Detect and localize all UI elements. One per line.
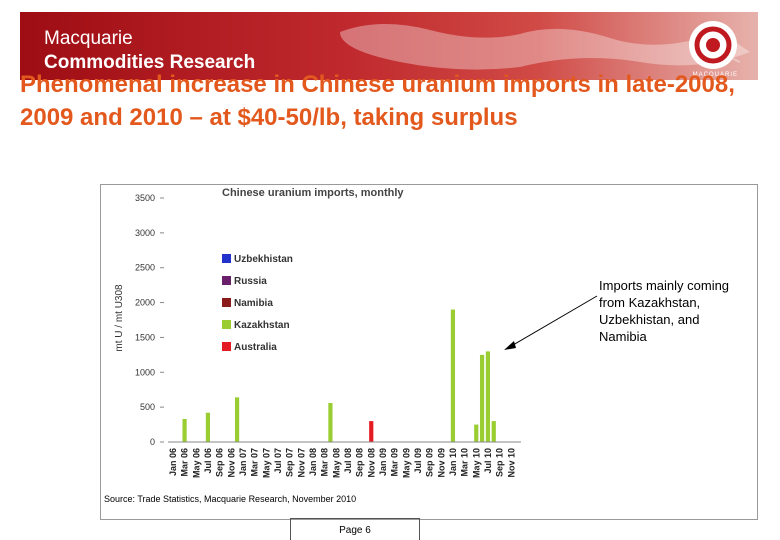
source-note: Source: Trade Statistics, Macquarie Rese… [104,494,357,504]
y-tick-label: 500 [140,402,155,412]
x-tick-label: Jul 09 [413,448,423,474]
bar-segment-kazakhstan [450,309,456,442]
x-tick-label: Jul 08 [343,448,353,474]
x-tick-label: Sep 09 [425,448,435,477]
legend-label-australia: Australia [234,342,277,353]
x-tick-label: Sep 07 [285,448,295,477]
x-tick-label: Sep 10 [495,448,505,477]
x-tick-label: Jul 06 [203,448,213,474]
x-tick-label: Mar 10 [460,448,470,477]
logo-text: MACQUARIE [692,72,738,78]
annotation-arrowhead [504,341,516,350]
legend-label-russia: Russia [234,276,267,287]
x-tick-label: Mar 09 [390,448,400,477]
chart-title: Chinese uranium imports, monthly [222,187,404,199]
x-tick-label: Jul 07 [273,448,283,474]
y-tick-label: 1500 [135,332,155,342]
bar-segment-kazakhstan [205,412,211,442]
y-tick-label: 3500 [135,193,155,203]
x-tick-label: Jan 07 [238,448,248,476]
slide-title: Phenomenal increase in Chinese uranium i… [20,71,735,131]
annotation-text: Imports mainly coming from Kazakhstan, U… [599,278,730,344]
x-tick-label: Sep 08 [355,448,365,477]
legend-label-uzbekhistan: Uzbekhistan [234,254,293,265]
annotation-arrow [507,295,598,349]
x-tick-label: Jan 08 [308,448,318,476]
x-tick-label: Nov 06 [226,448,236,478]
legend-label-kazakhstan: Kazakhstan [234,320,290,331]
y-axis-label: mt U / mt U308 [114,284,125,352]
y-tick-label: 2500 [135,263,155,273]
header-banner: Macquarie Commodities Research MACQUARIE [20,12,758,80]
x-tick-label: Jan 10 [448,448,458,476]
bar-segment-kazakhstan [182,418,187,442]
x-tick-label: May 07 [261,448,271,478]
bar-segment-kazakhstan [479,354,485,442]
x-tick-label: Nov 07 [296,448,306,478]
legend-swatch-kazakhstan [222,320,231,329]
legend-swatch-namibia [222,298,231,307]
bar-segment-kazakhstan [485,351,491,442]
page-number: Page 6 [290,518,420,540]
x-tick-label: Mar 06 [180,448,190,477]
macquarie-logo-icon [689,21,737,69]
y-tick-label: 0 [150,437,155,447]
x-tick-label: Nov 08 [366,448,376,478]
x-tick-label: Jan 09 [378,448,388,476]
x-tick-label: May 06 [191,448,201,478]
bar-segment-kazakhstan [474,424,479,442]
bar-segment-australia [369,421,374,442]
x-tick-label: Mar 07 [250,448,260,477]
y-tick-label: 1000 [135,367,155,377]
chart-frame [100,184,758,520]
x-tick-label: Nov 09 [436,448,446,478]
legend-swatch-uzbekhistan [222,254,231,263]
x-tick-label: May 10 [471,448,481,478]
brand-line2: Commodities Research [44,52,256,73]
legend-swatch-russia [222,276,231,285]
x-tick-label: Mar 08 [320,448,330,477]
bar-segment-kazakhstan [328,402,333,442]
bar-segment-kazakhstan [491,421,496,442]
bar-segment-kazakhstan [234,397,240,442]
y-tick-label: 2000 [135,298,155,308]
x-tick-label: Nov 10 [506,448,516,478]
x-tick-label: May 09 [401,448,411,478]
brand-line1: Macquarie [44,28,133,49]
x-tick-label: Sep 06 [215,448,225,477]
legend-swatch-australia [222,342,231,351]
legend-label-namibia: Namibia [234,298,273,309]
x-tick-label: May 08 [331,448,341,478]
x-tick-label: Jul 10 [483,448,493,474]
x-tick-label: Jan 06 [168,448,178,476]
y-tick-label: 3000 [135,228,155,238]
